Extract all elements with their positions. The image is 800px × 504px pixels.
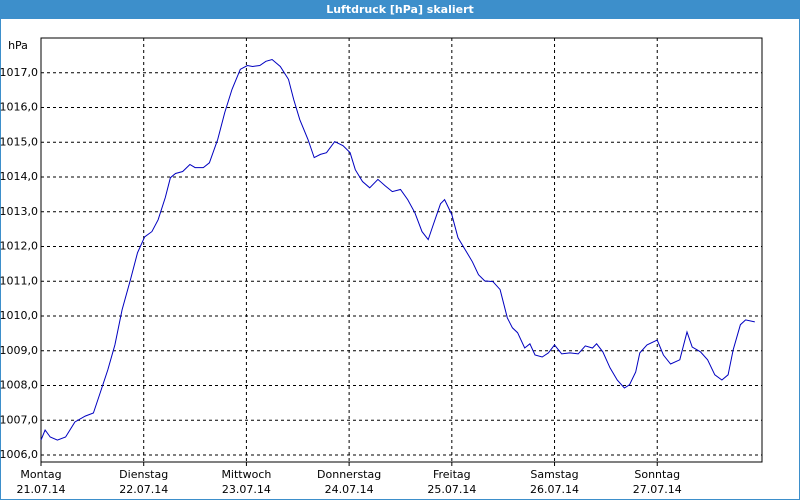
chart-title: Luftdruck [hPa] skaliert <box>326 3 474 16</box>
y-tick-label: 1016,0 <box>0 101 38 114</box>
x-tick-date: 21.07.14 <box>17 483 66 496</box>
data-line <box>40 58 755 441</box>
x-tick-date: 25.07.14 <box>427 483 476 496</box>
y-axis-label: hPa <box>8 39 28 52</box>
y-tick-label: 1014,0 <box>0 170 38 183</box>
y-tick-label: 1011,0 <box>0 274 38 287</box>
y-tick-label: 1012,0 <box>0 240 38 253</box>
plot-frame <box>40 37 763 463</box>
x-tick-label: Freitag <box>433 468 471 481</box>
title-bar <box>0 0 800 19</box>
y-tick-label: 1007,0 <box>0 413 38 426</box>
y-tick-label: 1015,0 <box>0 135 38 148</box>
x-tick-label: Montag <box>20 468 61 481</box>
x-tick-date: 24.07.14 <box>325 483 374 496</box>
x-tick-label: Dienstag <box>119 468 168 481</box>
x-tick-label: Sonntag <box>634 468 680 481</box>
x-tick-label: Samstag <box>530 468 578 481</box>
x-tick-date: 22.07.14 <box>119 483 168 496</box>
y-tick-label: 1006,0 <box>0 448 38 461</box>
x-tick-date: 23.07.14 <box>222 483 271 496</box>
y-tick-label: 1017,0 <box>0 66 38 79</box>
x-tick-date: 26.07.14 <box>530 483 579 496</box>
x-tick-label: Donnerstag <box>317 468 381 481</box>
y-tick-label: 1008,0 <box>0 379 38 392</box>
x-tick-label: Mittwoch <box>221 468 271 481</box>
y-tick-label: 1009,0 <box>0 344 38 357</box>
y-tick-label: 1010,0 <box>0 309 38 322</box>
y-tick-label: 1013,0 <box>0 205 38 218</box>
x-tick-date: 27.07.14 <box>633 483 682 496</box>
